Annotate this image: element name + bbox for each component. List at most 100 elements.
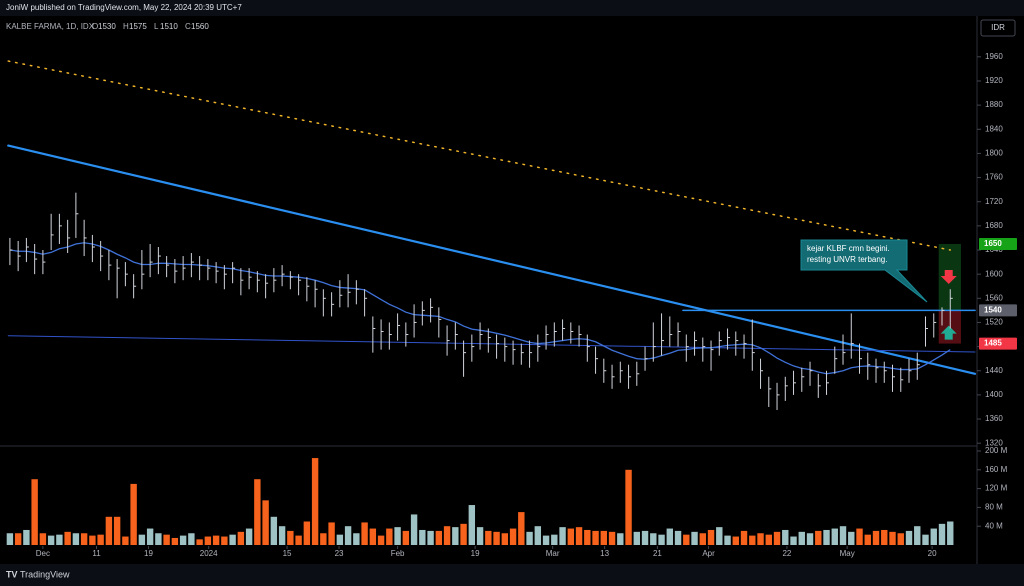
volume-tick-label: 80 M — [985, 503, 1003, 512]
ohlc-value: 1575 — [129, 22, 147, 31]
y-tick-label: 1880 — [985, 100, 1003, 109]
volume-bar — [64, 531, 71, 545]
volume-bar — [699, 533, 706, 545]
volume-bar — [130, 483, 137, 545]
ohlc-label: C — [185, 22, 191, 31]
volume-bar — [287, 530, 294, 545]
volume-bar — [89, 535, 96, 545]
volume-bar — [468, 505, 476, 545]
x-tick-label: 23 — [335, 549, 344, 558]
volume-bar — [872, 530, 880, 545]
x-tick-label: Feb — [391, 549, 405, 558]
volume-bar — [369, 528, 377, 545]
volume-bar — [707, 529, 715, 545]
volume-bar — [47, 535, 55, 545]
volume-bar — [567, 528, 575, 545]
volume-bar — [592, 530, 599, 545]
y-tick-label: 1680 — [985, 221, 1003, 230]
volume-bar — [460, 523, 467, 545]
volume-bar — [749, 535, 756, 545]
y-tick-label: 1800 — [985, 149, 1003, 158]
volume-bar — [377, 535, 385, 545]
volume-bar — [402, 530, 410, 545]
volume-bar — [881, 529, 888, 545]
volume-bar — [303, 521, 311, 545]
volume-bar — [790, 536, 797, 545]
volume-bar — [138, 534, 146, 545]
y-tick-label: 1520 — [985, 318, 1003, 327]
x-tick-label: Mar — [546, 549, 560, 558]
x-tick-label: 11 — [92, 549, 101, 558]
volume-tick-label: 200 M — [985, 446, 1008, 455]
volume-bar — [773, 531, 781, 545]
volume-tick-label: 160 M — [985, 465, 1008, 474]
volume-bar — [905, 530, 913, 545]
symbol: KALBE FARMA, 1D, IDX — [6, 22, 95, 31]
volume-bar — [6, 533, 14, 545]
volume-bar — [419, 529, 426, 545]
volume-bar — [278, 526, 286, 545]
ohlc-label: O — [92, 22, 98, 31]
trend-line — [7, 335, 976, 353]
volume-bar — [617, 533, 624, 545]
annotation-text: kejar KLBF cmn begini. — [807, 244, 890, 253]
volume-bar — [732, 536, 739, 545]
y-tick-label: 1360 — [985, 414, 1003, 423]
volume-bar — [80, 533, 88, 545]
volume-bar — [394, 527, 401, 545]
volume-bar — [410, 514, 418, 545]
volume-bar — [336, 534, 344, 545]
volume-bar — [815, 530, 822, 545]
volume-bar — [938, 523, 946, 545]
footer-bar — [0, 564, 1024, 586]
volume-bar — [435, 530, 443, 545]
volume-bar — [641, 530, 649, 545]
x-tick-label: 19 — [144, 549, 153, 558]
volume-bar — [179, 535, 187, 545]
volume-bar — [105, 516, 113, 545]
volume-bar — [633, 531, 641, 545]
y-tick-label: 1840 — [985, 124, 1003, 133]
volume-bar — [344, 526, 352, 545]
volume-bar — [31, 479, 38, 545]
volume-bar — [798, 531, 805, 545]
volume-bar — [584, 529, 591, 545]
volume-bar — [509, 528, 517, 545]
volume-bar — [922, 534, 929, 545]
volume-bar — [476, 527, 484, 545]
y-tick-label: 1720 — [985, 197, 1003, 206]
brand-logo: TV — [6, 569, 18, 579]
volume-bar — [212, 535, 220, 545]
volume-bar — [600, 530, 608, 545]
volume-bar — [270, 516, 278, 545]
volume-bar — [328, 522, 335, 545]
volume-bar — [542, 535, 550, 545]
volume-bar — [361, 522, 368, 545]
ohlc-label: L — [154, 22, 159, 31]
volume-bar — [485, 530, 492, 545]
volume-bar — [452, 527, 459, 545]
x-tick-label: 13 — [600, 549, 609, 558]
header-bar — [0, 0, 1024, 16]
up-arrow — [940, 325, 957, 340]
volume-bar — [155, 533, 162, 545]
trend-line — [7, 60, 952, 251]
price-tag-label: 1650 — [984, 239, 1002, 248]
volume-bar — [691, 531, 698, 545]
volume-bar — [526, 531, 533, 545]
volume-bar — [848, 531, 855, 545]
volume-bar — [146, 528, 154, 545]
y-tick-label: 1920 — [985, 76, 1003, 85]
price-tag — [979, 304, 1017, 317]
brand: TradingView — [20, 569, 70, 579]
currency-box — [980, 19, 1016, 37]
y-tick-label: 1320 — [985, 438, 1003, 447]
volume-bar — [97, 534, 104, 545]
volume-bar — [353, 533, 360, 545]
volume-bar — [765, 534, 772, 545]
volume-bar — [188, 533, 195, 545]
volume-tick-label: 40 M — [985, 521, 1003, 530]
y-tick-label: 1400 — [985, 390, 1003, 399]
